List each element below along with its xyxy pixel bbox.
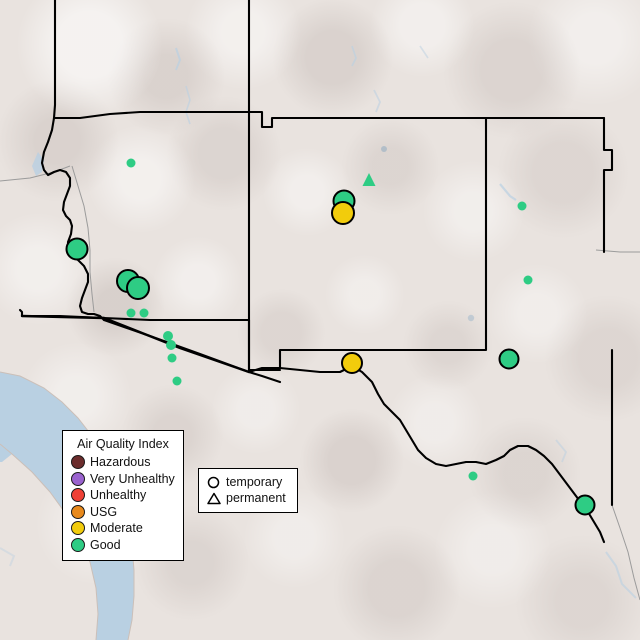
temporary-station-circle-icon [341,352,363,374]
temporary-station-circle-icon [126,308,136,318]
aqi-legend-row-usg: USG [71,504,175,521]
station-marker-good[interactable] [167,353,177,363]
station-marker-good[interactable] [172,376,182,386]
temporary-station-circle-icon [126,276,150,300]
aqi-legend: Air Quality Index Hazardous Very Unhealth… [62,430,184,561]
station-marker-good[interactable] [163,331,173,341]
temporary-station-circle-icon [126,158,136,168]
aqi-legend-items: Hazardous Very Unhealthy Unhealthy USG Moder… [71,454,175,553]
station-marker-good[interactable] [65,237,89,261]
border-emphasis-layer [20,314,251,374]
temporary-station-circle-icon [167,353,177,363]
aqi-swatch-icon [71,537,85,552]
aqi-legend-label: Very Unhealthy [90,471,175,486]
aqi-swatch-icon [71,488,85,503]
aqi-legend-row-moderate: Moderate [71,520,175,537]
temporary-station-circle-icon [172,376,182,386]
station-marker-good[interactable] [126,158,136,168]
temporary-station-circle-icon [163,331,173,341]
aqi-swatch-icon [71,504,85,519]
triangle-outline-icon [206,492,221,505]
station-marker-good[interactable] [139,308,149,318]
aqi-swatch-icon [71,521,85,536]
station-marker-good[interactable] [498,348,520,370]
aqi-legend-label: Unhealthy [90,488,147,502]
temporary-station-circle-icon [139,308,149,318]
circle-outline-icon [206,476,221,489]
station-marker-good[interactable] [517,201,527,211]
legend-row-temporary: temporary [206,474,290,490]
aqi-legend-row-unhealthy: Unhealthy [71,487,175,504]
temporary-station-circle-icon [166,340,176,350]
aqi-legend-row-good: Good [71,537,175,554]
aqi-legend-label: Moderate [90,521,143,535]
aqi-legend-title: Air Quality Index [77,437,169,451]
aqi-legend-row-hazardous: Hazardous [71,454,175,471]
station-marker-moderate[interactable] [331,201,355,225]
aqi-swatch-icon [71,455,85,470]
legend-row-permanent: permanent [206,490,290,506]
permanent-station-triangle-icon [362,173,376,186]
temporary-station-circle-icon [517,201,527,211]
aqi-legend-label: USG [90,504,118,519]
station-type-legend: temporary permanent [198,468,298,513]
station-marker-good[interactable] [126,276,150,300]
temporary-station-circle-icon [468,471,478,481]
aqi-legend-label: Good [90,537,121,552]
temporary-station-circle-icon [574,494,596,516]
aqi-legend-row-very-unhealthy: Very Unhealthy [71,471,175,488]
temporary-station-circle-icon [498,348,520,370]
station-marker-good[interactable] [574,494,596,516]
station-marker-good[interactable] [166,340,176,350]
legend-label-permanent: permanent [226,490,286,505]
station-marker-good[interactable] [126,308,136,318]
station-marker-good[interactable] [523,275,533,285]
station-marker-good[interactable] [362,172,377,192]
temporary-station-circle-icon [65,237,89,261]
station-marker-good[interactable] [468,471,478,481]
aqi-swatch-icon [71,471,85,486]
temporary-station-circle-icon [523,275,533,285]
station-marker-moderate[interactable] [341,352,363,374]
temporary-station-circle-icon [331,201,355,225]
secondary-boundary-layer [0,165,640,601]
legend-label-temporary: temporary [226,474,283,489]
aqi-legend-label: Hazardous [90,455,151,469]
